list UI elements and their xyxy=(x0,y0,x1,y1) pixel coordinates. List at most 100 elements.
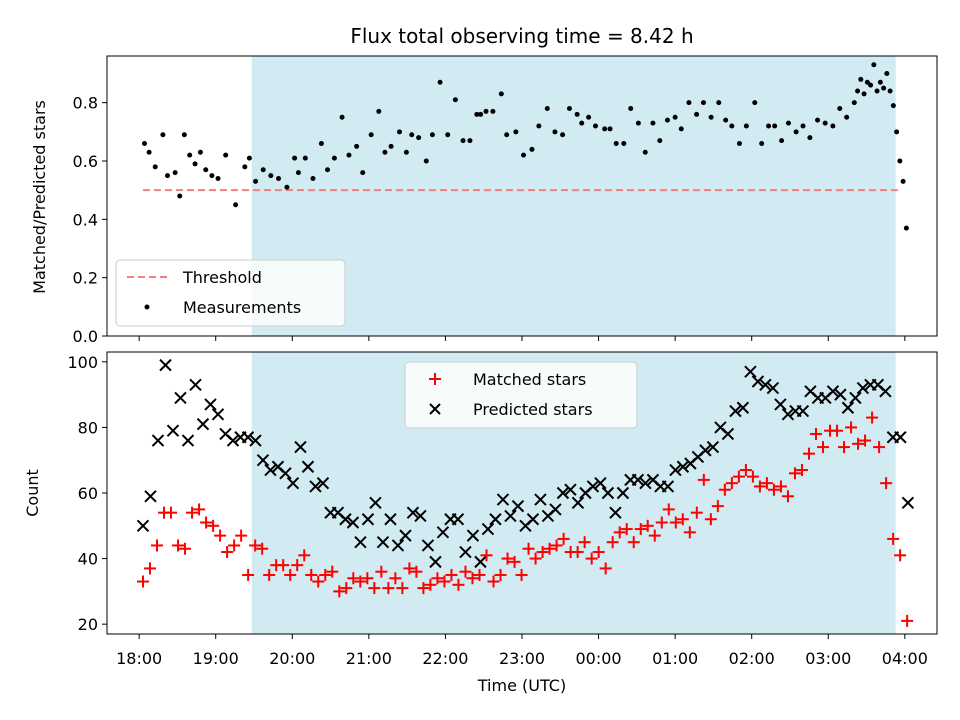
measurement-point xyxy=(376,108,382,114)
matched-point xyxy=(634,523,647,536)
measurement-point xyxy=(416,135,422,141)
matched-point xyxy=(424,578,437,591)
matched-point xyxy=(697,473,710,486)
predicted-point xyxy=(744,365,757,378)
matched-point xyxy=(452,578,465,591)
matched-point xyxy=(543,542,556,555)
measurement-point xyxy=(566,106,572,111)
measurement-point xyxy=(209,173,215,179)
measurement-point xyxy=(855,88,861,94)
measurement-point xyxy=(310,176,316,181)
matched-point xyxy=(284,568,297,581)
measurement-point xyxy=(830,123,836,129)
matched-point xyxy=(214,529,227,542)
matched-point xyxy=(438,575,451,588)
predicted-point xyxy=(301,460,315,473)
measurement-point xyxy=(192,161,198,167)
x-axis-label: Time (UTC) xyxy=(477,676,566,695)
top-plot-area xyxy=(142,62,909,231)
measurement-point xyxy=(242,164,248,170)
predicted-point xyxy=(189,378,202,391)
predicted-point xyxy=(841,401,855,414)
top-legend: Threshold Measurements xyxy=(115,259,346,327)
predicted-point xyxy=(586,480,600,493)
matched-point xyxy=(852,437,865,450)
top-panel: 0.00.20.40.60.8 Matched/Predicted stars … xyxy=(30,55,938,346)
matched-point xyxy=(522,542,535,555)
y-tick-label: 0.6 xyxy=(73,152,98,171)
matched-point xyxy=(578,536,591,549)
matched-point xyxy=(760,477,773,490)
predicted-point xyxy=(144,490,157,503)
measurement-point xyxy=(325,167,331,173)
matched-point xyxy=(382,582,395,595)
matched-point xyxy=(186,506,199,519)
measurement-point xyxy=(388,143,394,149)
measurement-point xyxy=(650,120,656,126)
measurement-point xyxy=(318,141,324,146)
measurement-point xyxy=(642,149,648,155)
matched-point xyxy=(781,490,794,503)
measurement-point xyxy=(354,143,360,149)
predicted-point xyxy=(151,434,165,447)
measurement-point xyxy=(851,100,857,106)
matched-point xyxy=(235,529,248,542)
matched-point xyxy=(256,542,269,555)
matched-point xyxy=(326,565,339,578)
predicted-point xyxy=(601,486,615,500)
matched-point xyxy=(340,582,353,595)
predicted-point xyxy=(196,417,210,431)
predicted-point xyxy=(136,519,150,532)
matched-point xyxy=(403,562,416,575)
predicted-point xyxy=(639,476,652,490)
predicted-point xyxy=(376,535,390,549)
measurement-point xyxy=(861,91,867,97)
predicted-point xyxy=(774,398,787,411)
matched-point xyxy=(788,467,801,480)
predicted-point xyxy=(316,476,330,490)
x-tick-label: 00:00 xyxy=(576,649,622,668)
measurement-point xyxy=(621,141,627,146)
predicted-point xyxy=(436,526,450,539)
measurement-point xyxy=(785,120,791,126)
matched-point xyxy=(263,568,276,581)
measurement-point xyxy=(177,193,183,199)
measurements-legend-label: Measurements xyxy=(183,298,301,317)
measurement-point xyxy=(409,132,415,138)
matched-point xyxy=(466,572,479,585)
measurement-point xyxy=(613,141,619,146)
measurement-point xyxy=(887,88,893,94)
measurement-point xyxy=(160,132,166,138)
predicted-point xyxy=(571,496,585,510)
measurement-point xyxy=(368,132,374,138)
matched-point xyxy=(627,536,640,549)
matched-legend-label: Matched stars xyxy=(473,370,586,389)
x-tick-label: 23:00 xyxy=(499,649,545,668)
matched-point xyxy=(473,568,486,581)
measurement-point xyxy=(423,158,429,164)
top-shaded-interval xyxy=(251,56,896,336)
matched-point xyxy=(795,464,808,477)
y-tick-label: 40 xyxy=(78,550,98,569)
predicted-point xyxy=(631,473,645,487)
predicted-point xyxy=(429,555,442,569)
matched-point xyxy=(655,516,668,529)
matched-point xyxy=(228,539,241,552)
matched-point xyxy=(143,562,156,575)
bottom-plot-area xyxy=(136,358,915,627)
measurement-point xyxy=(467,138,473,144)
x-tick-label: 18:00 xyxy=(116,649,162,668)
bottom-panel: 20 40 60 80 100 18:00 19:00 20:00 21:00 22:00 23:… xyxy=(23,351,938,695)
matched-point xyxy=(494,568,507,581)
measurement-point xyxy=(574,111,580,117)
measurement-point xyxy=(490,108,496,114)
matched-point xyxy=(207,519,220,532)
predicted-point xyxy=(286,476,300,490)
matched-point xyxy=(368,582,381,595)
measurement-point xyxy=(716,100,722,106)
matched-point xyxy=(690,506,703,519)
predicted-point xyxy=(354,535,367,549)
predicted-point xyxy=(279,467,292,480)
predicted-point xyxy=(556,486,570,500)
measurement-point xyxy=(800,123,806,129)
